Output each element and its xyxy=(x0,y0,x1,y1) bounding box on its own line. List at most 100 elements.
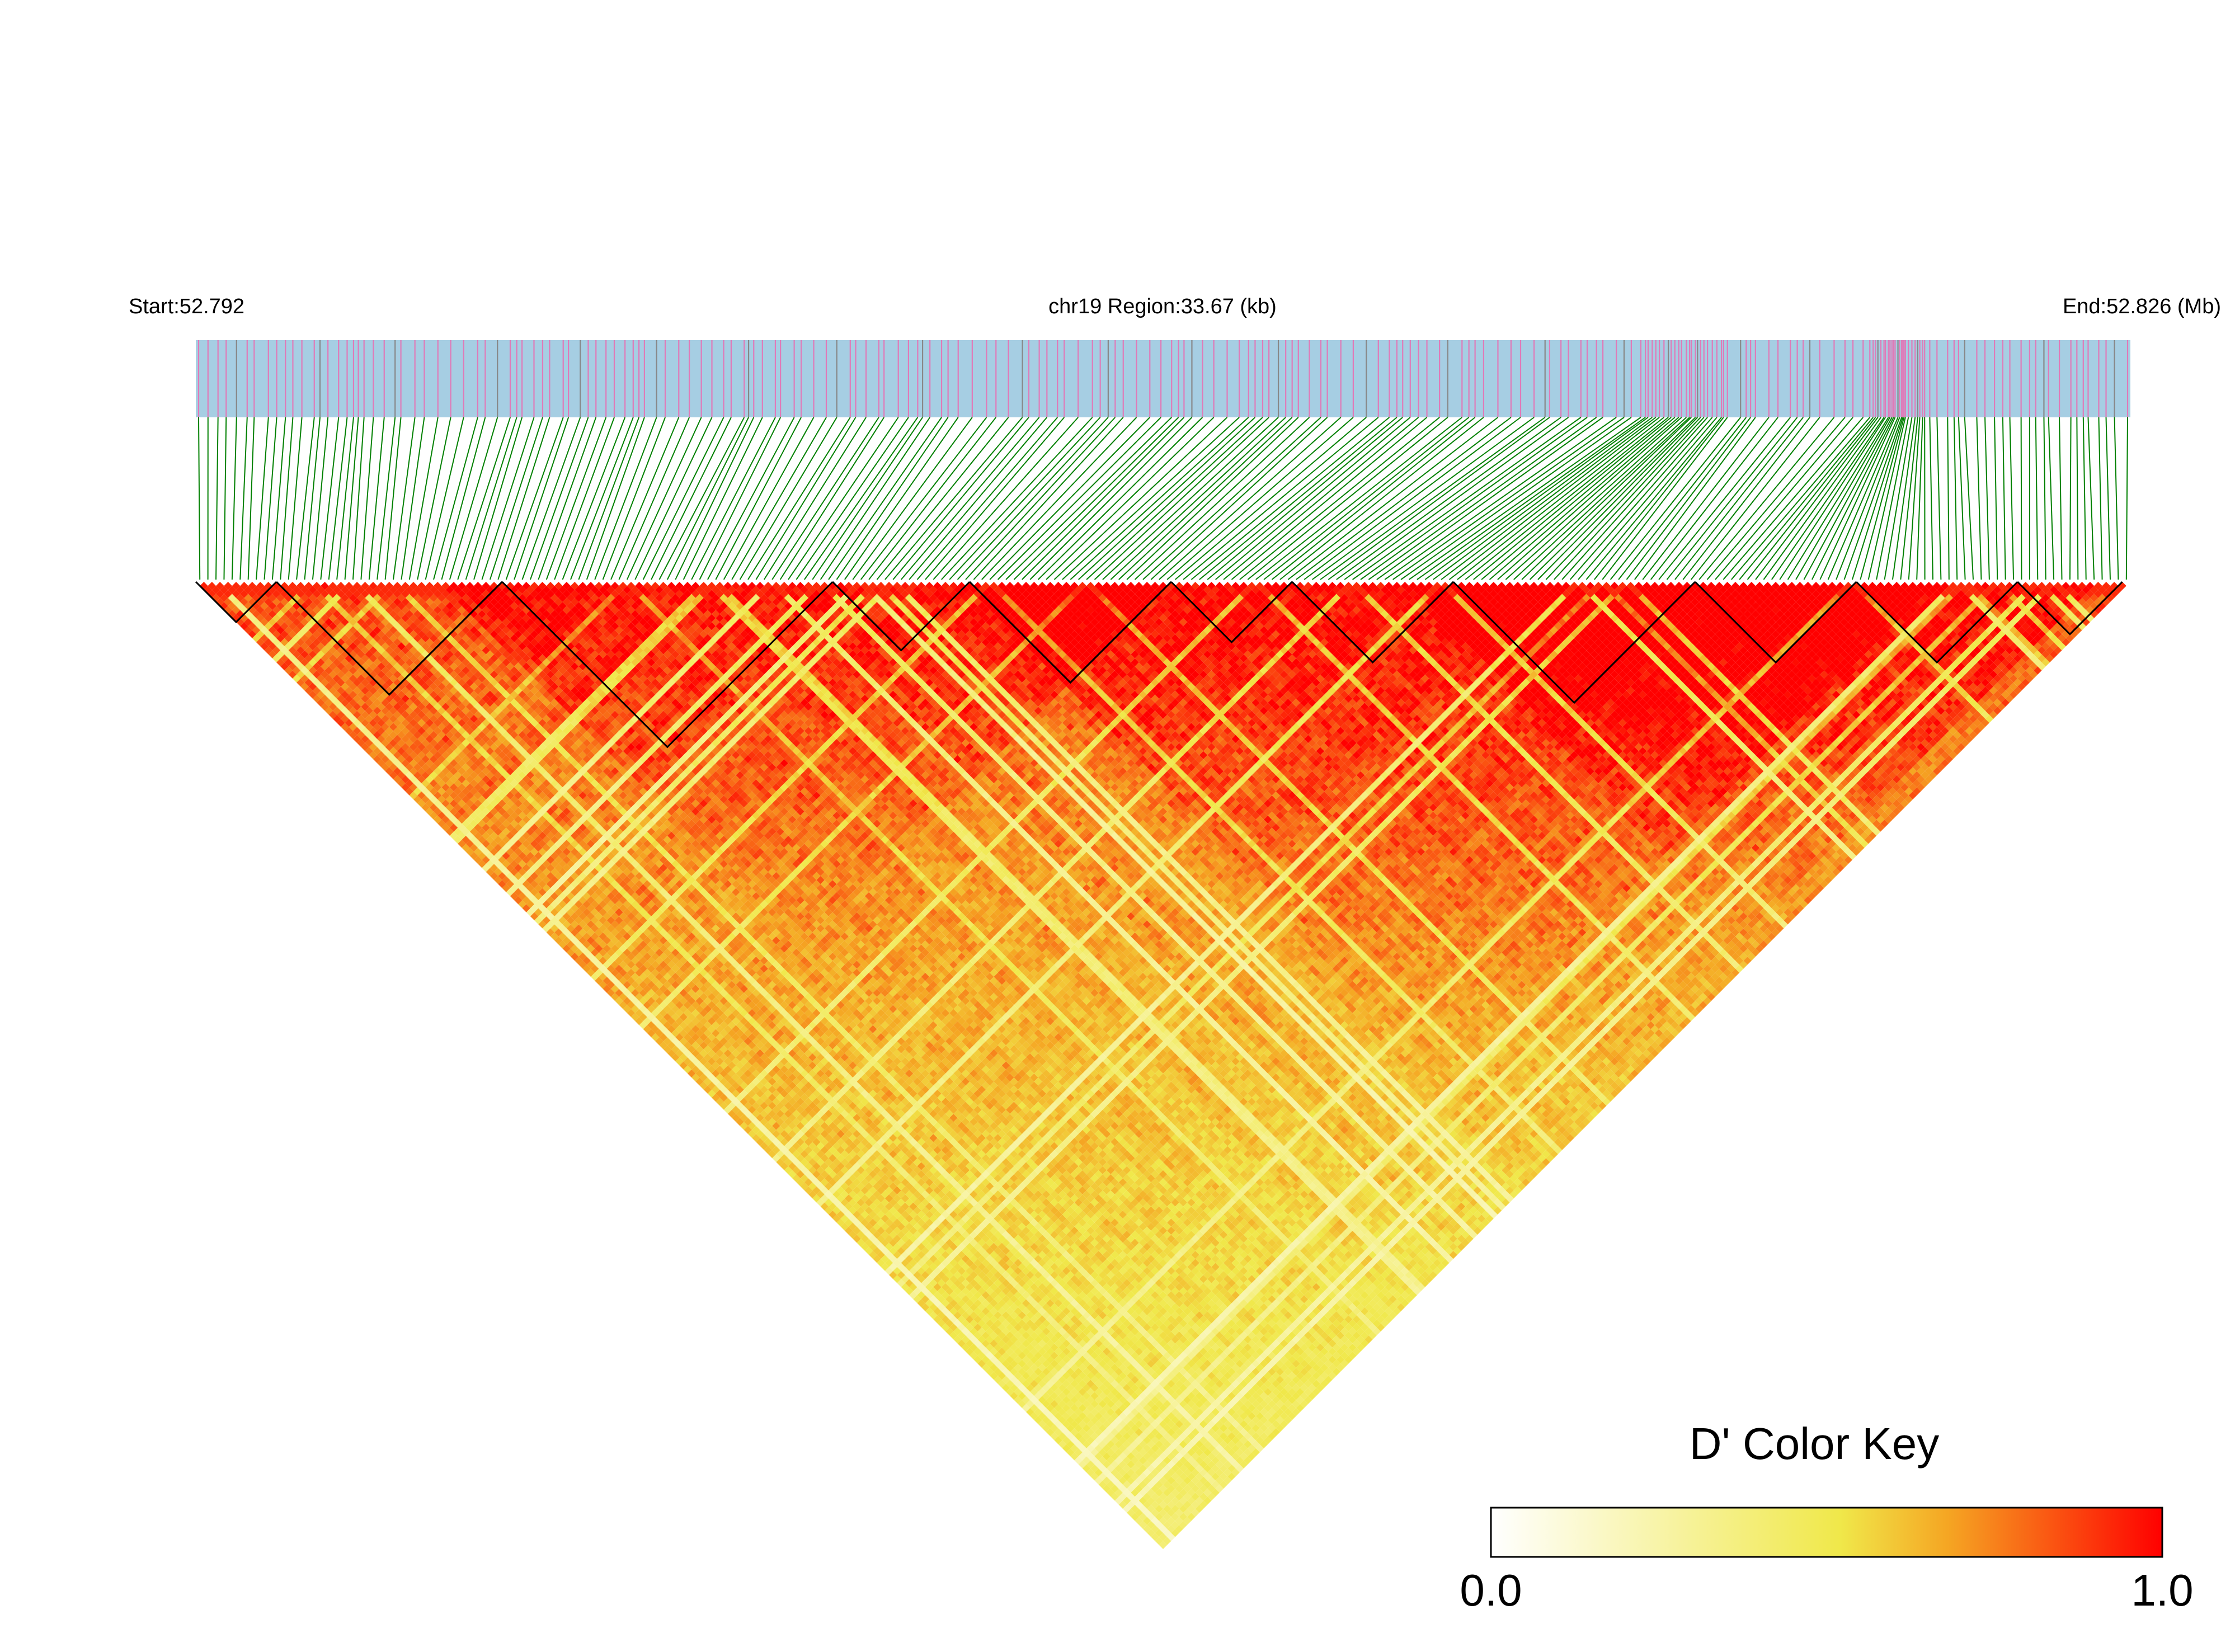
ld-cell xyxy=(373,755,382,764)
snp-connector xyxy=(1159,417,1342,580)
ld-cell xyxy=(498,880,506,888)
ld-cell xyxy=(377,710,385,719)
ld-cell xyxy=(381,731,389,739)
ld-cell xyxy=(853,1210,861,1219)
ld-cell xyxy=(502,884,510,892)
ld-cell xyxy=(417,759,426,768)
ld-cell xyxy=(458,791,466,800)
ld-cell xyxy=(328,703,337,711)
snp-connector xyxy=(2069,417,2072,580)
ld-cell xyxy=(405,747,414,755)
ld-cell xyxy=(699,1057,708,1066)
ld-cell xyxy=(421,787,430,796)
ld-cell xyxy=(445,779,454,788)
ld-cell xyxy=(905,1263,914,1271)
ld-cell xyxy=(1038,1404,1047,1413)
ld-cell xyxy=(437,803,446,812)
ld-cell xyxy=(562,928,571,936)
ld-cell xyxy=(631,981,639,989)
ld-cell xyxy=(397,747,406,755)
ld-cell xyxy=(691,1033,700,1042)
ld-cell xyxy=(889,1230,897,1239)
snp-connector xyxy=(1569,417,1713,580)
ld-cell xyxy=(474,807,482,816)
ld-cell xyxy=(732,1081,740,1090)
snp-connector xyxy=(1953,417,1958,580)
ld-cell xyxy=(522,880,530,888)
ld-cell xyxy=(486,820,495,828)
snp-connector xyxy=(1929,417,1933,580)
ld-cell xyxy=(603,936,611,945)
snp-connector xyxy=(1022,417,1185,580)
ld-cell xyxy=(514,855,523,864)
snp-connector xyxy=(1936,417,1942,580)
ld-cell xyxy=(707,1065,716,1074)
snp-connector xyxy=(1545,417,1701,580)
snp-connector xyxy=(1424,417,1649,580)
ld-cell xyxy=(643,1001,652,1009)
ld-cell xyxy=(1151,1533,1159,1541)
ld-cell xyxy=(1038,1412,1047,1420)
ld-cell xyxy=(292,626,301,634)
ld-cell xyxy=(510,884,519,892)
ld-cell xyxy=(864,1239,873,1247)
ld-cell xyxy=(1151,1524,1159,1533)
snp-connector xyxy=(1851,417,1904,580)
ld-cell xyxy=(510,851,519,860)
ld-cell xyxy=(558,908,567,916)
ld-cell xyxy=(977,1343,986,1352)
ld-cell xyxy=(671,1037,680,1046)
ld-cell xyxy=(1107,1480,1115,1489)
ld-cell xyxy=(204,586,212,594)
ld-cell xyxy=(683,1033,692,1042)
ld-cell xyxy=(469,827,478,836)
ld-cell xyxy=(889,1239,897,1247)
ld-cell xyxy=(925,1267,934,1276)
ld-cell xyxy=(514,872,523,881)
snp-connector xyxy=(651,417,732,580)
ld-cell xyxy=(280,646,289,655)
ld-cell xyxy=(312,670,321,679)
snp-connector xyxy=(1578,417,1718,580)
ld-cell xyxy=(462,820,470,828)
ld-cell xyxy=(397,738,406,747)
ld-cell xyxy=(425,767,434,775)
snp-connector xyxy=(723,417,815,580)
ld-cell xyxy=(707,1089,716,1098)
ld-cell xyxy=(280,622,289,630)
snp-connector xyxy=(602,417,666,580)
snp-connector xyxy=(707,417,795,580)
ld-cell xyxy=(357,698,365,707)
ld-cell xyxy=(421,763,430,771)
ld-cell xyxy=(1062,1420,1071,1428)
ld-cell xyxy=(337,686,345,695)
ld-cell xyxy=(671,1029,680,1038)
ld-cell xyxy=(352,710,361,719)
ld-cell xyxy=(349,698,357,707)
ld-cell xyxy=(873,1246,881,1255)
ld-cell xyxy=(337,678,345,687)
ld-cell xyxy=(510,860,519,868)
ld-cell xyxy=(297,638,305,647)
ld-cell xyxy=(486,827,495,836)
snp-connector-lines xyxy=(198,417,2128,580)
ld-cell xyxy=(744,1085,752,1094)
ld-cell xyxy=(454,787,462,796)
snp-connector xyxy=(1053,417,1228,580)
ld-cell xyxy=(1038,1420,1047,1428)
snp-connector xyxy=(1433,417,1653,580)
snp-connector xyxy=(2020,417,2022,580)
ld-cell xyxy=(498,831,506,840)
ld-cell xyxy=(1001,1343,1010,1352)
ld-cell xyxy=(417,751,426,759)
ld-cell xyxy=(292,674,301,683)
ld-cell xyxy=(639,1013,647,1022)
snp-connector xyxy=(2035,417,2039,580)
snp-connector xyxy=(1207,417,1403,580)
ld-cell xyxy=(349,714,357,723)
ld-cell xyxy=(530,912,539,921)
ld-cell xyxy=(482,815,490,824)
ld-cell xyxy=(836,1210,845,1219)
ld-cell xyxy=(889,1263,897,1271)
ld-cell xyxy=(554,896,563,905)
